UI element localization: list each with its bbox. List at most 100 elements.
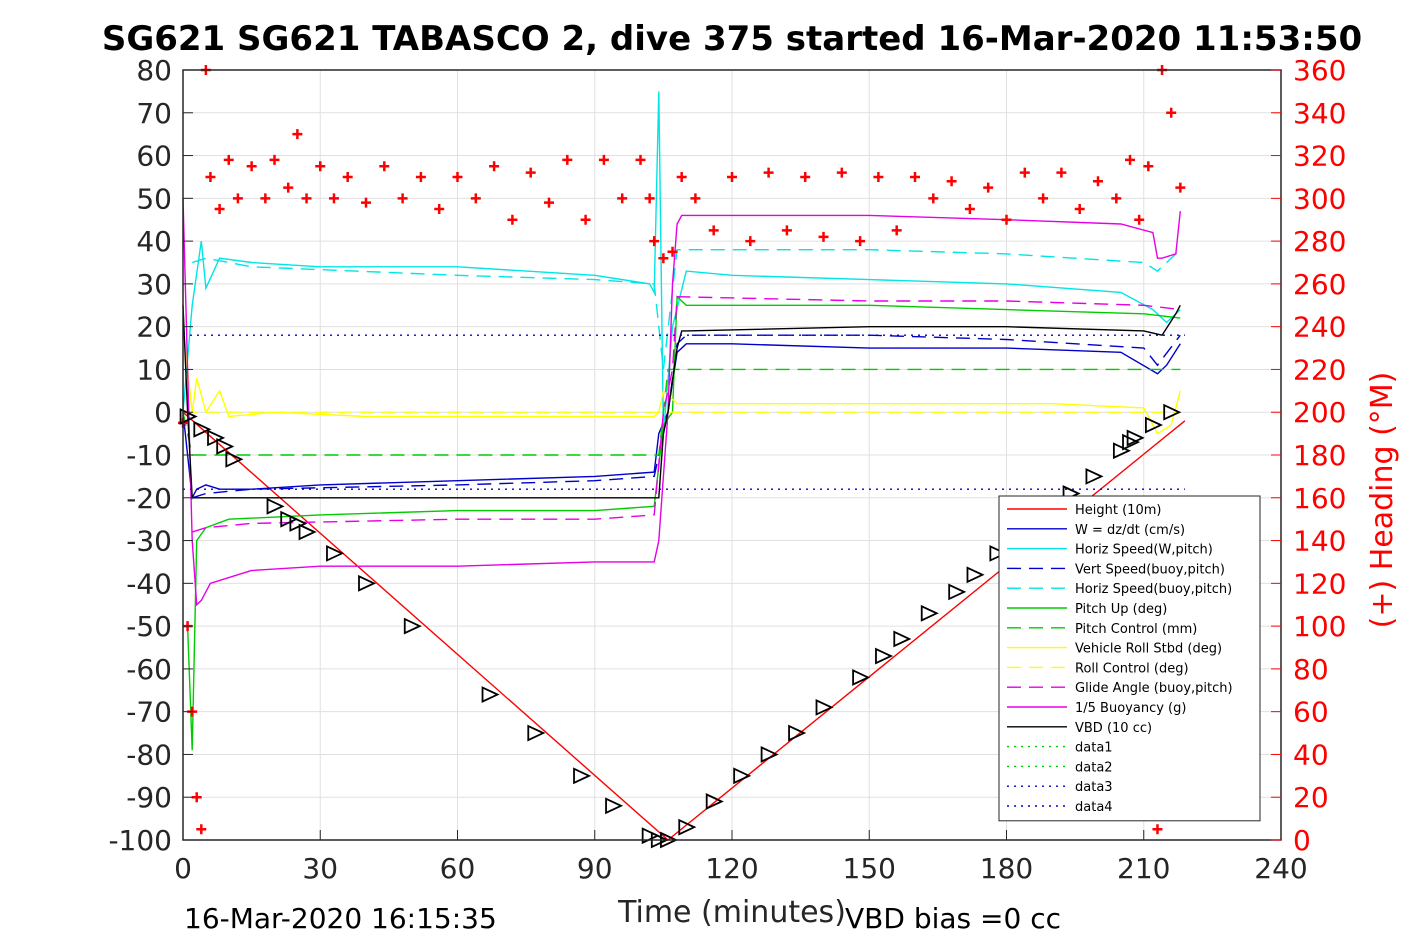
legend-entry: Vehicle Roll Stbd (deg) xyxy=(1075,642,1222,657)
legend-entry: data2 xyxy=(1075,760,1113,775)
heading-point xyxy=(649,236,660,247)
heading-point xyxy=(928,193,939,204)
x-axis-label: Time (minutes) xyxy=(617,895,846,930)
heading-point xyxy=(644,193,655,204)
heading-point xyxy=(434,204,445,215)
heading-point xyxy=(818,231,829,242)
y-right-tick-label: 300 xyxy=(1293,182,1346,215)
heading-point xyxy=(379,161,390,172)
heading-point xyxy=(1111,193,1122,204)
series-line-horiz-speed-w-pitch xyxy=(182,91,1181,434)
heading-point xyxy=(196,824,207,835)
heading-point xyxy=(1074,204,1085,215)
heading-point xyxy=(260,193,271,204)
heading-point xyxy=(1166,107,1177,118)
y-tick-label: -20 xyxy=(126,482,172,515)
heading-point xyxy=(635,154,646,165)
footer-vbd-bias: VBD bias =0 cc xyxy=(845,902,1061,935)
heading-point xyxy=(223,154,234,165)
series-line-w-dz-dt-cm-s xyxy=(182,343,1181,501)
heading-point xyxy=(342,171,353,182)
heading-point xyxy=(415,171,426,182)
legend: Height (10m) W = dz/dt (cm/s) Horiz Speed(… xyxy=(998,495,1261,822)
heading-point xyxy=(525,167,536,178)
y-right-tick-label: 360 xyxy=(1293,54,1346,87)
legend-entry: Glide Angle (buoy,pitch) xyxy=(1075,681,1233,696)
heading-point xyxy=(781,225,792,236)
depth-marker xyxy=(733,767,752,785)
heading-point xyxy=(598,154,609,165)
legend-entry: Pitch Control (mm) xyxy=(1075,622,1197,637)
y-tick-label: -90 xyxy=(126,781,172,814)
depth-marker xyxy=(225,450,244,468)
heading-point xyxy=(1001,214,1012,225)
y-tick-label: -10 xyxy=(126,439,172,472)
y-right-axis-ticks: 0 20 40 60 80 100 120 140 160 180 200 220 240 260 280 3… xyxy=(1271,54,1346,857)
heading-point xyxy=(855,236,866,247)
depth-marker xyxy=(966,566,985,584)
y-right-tick-label: 200 xyxy=(1293,396,1346,429)
heading-point xyxy=(1125,154,1136,165)
depth-marker xyxy=(760,746,779,763)
y-tick-label: -100 xyxy=(108,824,172,857)
y-tick-label: 30 xyxy=(136,268,172,301)
depth-marker xyxy=(403,617,422,635)
legend-entry: W = dz/dt (cm/s) xyxy=(1075,523,1185,538)
depth-marker xyxy=(893,630,912,648)
heading-point xyxy=(667,246,678,257)
y-right-tick-label: 260 xyxy=(1293,268,1346,301)
depth-marker xyxy=(289,515,308,532)
y-tick-label: 80 xyxy=(136,54,172,87)
depth-marker xyxy=(358,574,377,592)
y-right-tick-label: 0 xyxy=(1293,824,1311,857)
depth-marker xyxy=(573,767,592,785)
y-right-tick-label: 160 xyxy=(1293,482,1346,515)
legend-entry: 1/5 Buoyancy (g) xyxy=(1075,701,1186,716)
x-tick-label: 0 xyxy=(174,852,192,885)
heading-point xyxy=(800,171,811,182)
depth-marker xyxy=(179,408,198,425)
y-right-tick-label: 20 xyxy=(1293,781,1329,814)
y-tick-label: 40 xyxy=(136,225,172,258)
series-line-pitch-up-deg xyxy=(186,295,1181,751)
legend-entry: Pitch Up (deg) xyxy=(1075,602,1167,617)
y-tick-label: -80 xyxy=(126,738,172,771)
x-tick-label: 150 xyxy=(843,852,896,885)
depth-marker xyxy=(875,647,894,665)
x-tick-label: 90 xyxy=(577,852,613,885)
y-right-tick-label: 320 xyxy=(1293,140,1346,173)
y-right-tick-label: 60 xyxy=(1293,696,1329,729)
y-tick-label: 60 xyxy=(136,140,172,173)
y-right-tick-label: 80 xyxy=(1293,653,1329,686)
x-tick-label: 30 xyxy=(302,852,338,885)
depth-marker xyxy=(948,583,967,601)
depth-marker xyxy=(1112,442,1132,460)
heading-point xyxy=(489,161,500,172)
heading-point xyxy=(1143,161,1154,172)
depth-marker xyxy=(705,793,724,810)
legend-entry: Horiz Speed(buoy,pitch) xyxy=(1075,582,1232,597)
depth-marker xyxy=(326,544,345,562)
y-right-tick-label: 180 xyxy=(1293,439,1346,472)
heading-point xyxy=(1019,167,1030,178)
heading-point xyxy=(727,171,737,182)
depth-marker xyxy=(481,686,500,703)
y-right-tick-label: 340 xyxy=(1293,97,1346,130)
depth-marker xyxy=(852,669,871,686)
legend-entry: data4 xyxy=(1075,800,1113,815)
depth-marker xyxy=(193,420,212,438)
heading-point xyxy=(452,171,463,182)
y-right-tick-label: 40 xyxy=(1293,738,1329,771)
heading-point xyxy=(544,197,554,208)
heading-point xyxy=(1093,176,1103,187)
x-tick-label: 60 xyxy=(440,852,476,885)
y-right-axis-label: (+) Heading (°M) xyxy=(1365,372,1400,629)
legend-entry: VBD (10 cc) xyxy=(1075,721,1152,736)
depth-marker xyxy=(1122,433,1141,451)
depth-markers xyxy=(179,403,1182,849)
heading-point xyxy=(507,214,518,225)
x-tick-label: 210 xyxy=(1117,852,1170,885)
depth-marker xyxy=(989,544,1008,562)
heading-point xyxy=(246,161,257,172)
y-tick-label: -40 xyxy=(126,567,172,600)
